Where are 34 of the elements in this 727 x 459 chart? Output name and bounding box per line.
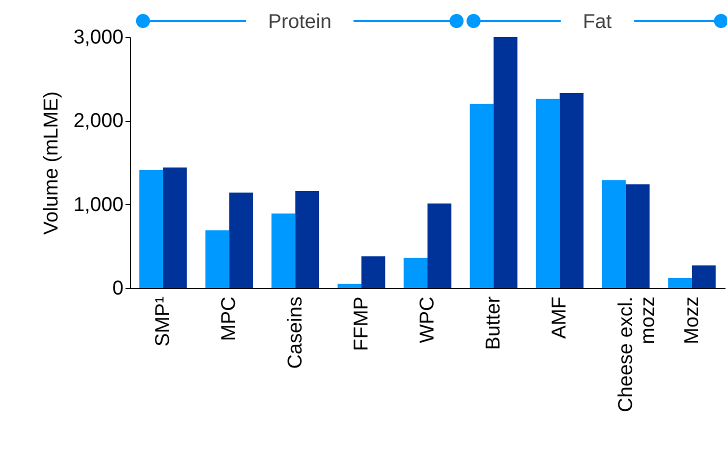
- x-tick-label: SMP¹: [152, 296, 174, 346]
- x-tick-label: Mozz: [680, 296, 703, 344]
- bar: [205, 230, 230, 288]
- bar: [361, 256, 386, 288]
- x-tick-label: Caseins: [284, 296, 306, 369]
- y-tick-label: 3,000: [73, 26, 124, 48]
- bar: [668, 278, 692, 288]
- x-tick-label: Butter: [482, 296, 505, 350]
- bar: [139, 170, 164, 288]
- x-tick-label: AMF: [548, 296, 571, 339]
- bar: [470, 104, 494, 288]
- text: Protein: [268, 11, 332, 33]
- bar: [404, 258, 428, 288]
- bar: [295, 190, 320, 288]
- bar: [626, 184, 650, 288]
- y-tick-label: 1,000: [73, 194, 124, 216]
- bar: [271, 214, 296, 288]
- x-tick-label: WPC: [416, 296, 438, 344]
- bar: [602, 180, 626, 288]
- x-tick-label: Cheese excl. mozz: [614, 296, 659, 412]
- bar: [428, 203, 452, 288]
- bar: [229, 192, 253, 288]
- bar: [692, 265, 716, 288]
- y-tick-label: 0: [112, 278, 124, 300]
- text: Fat: [582, 11, 612, 33]
- y-tick-label: 2,000: [73, 110, 124, 132]
- x-tick-label: MPC: [218, 296, 240, 341]
- y-axis-title: Volume (mLME): [40, 91, 62, 235]
- bar: [560, 93, 584, 288]
- bar: [536, 98, 560, 288]
- bar: [338, 284, 362, 288]
- x-tick-label: FFMP: [350, 296, 372, 351]
- bar: [494, 37, 518, 288]
- bar: [163, 168, 187, 288]
